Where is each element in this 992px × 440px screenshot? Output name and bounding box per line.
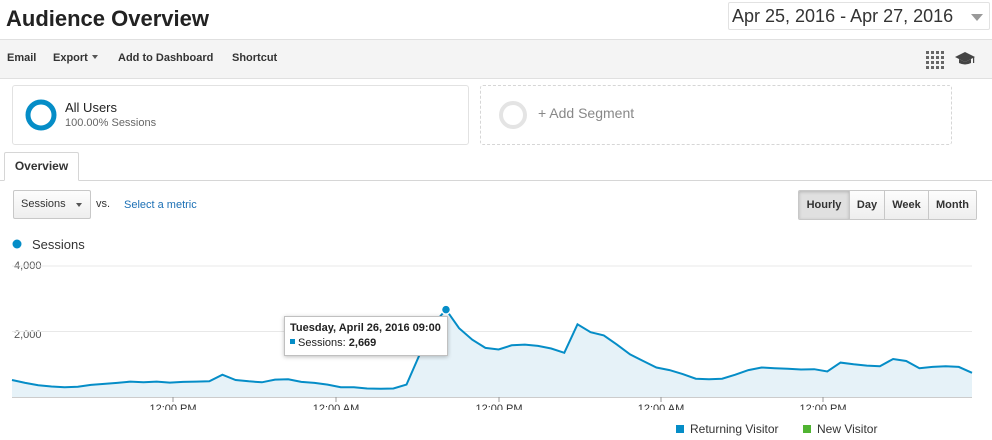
x-tick-label: 12:00 PM: [149, 403, 196, 410]
x-tick-label: 12:00 PM: [799, 403, 846, 410]
x-tick-label: 12:00 AM: [638, 403, 684, 410]
month-button[interactable]: Month: [928, 191, 976, 219]
report-toolbar: Email Export Add to Dashboard Shortcut: [0, 39, 992, 79]
returning-visitor-swatch: [676, 425, 684, 433]
caret-down-icon: [91, 55, 98, 59]
select-metric-link[interactable]: Select a metric: [124, 199, 197, 211]
returning-visitor-label: Returning Visitor: [690, 422, 779, 436]
x-axis-ticks: [172, 397, 824, 402]
tab-divider: [0, 180, 992, 181]
highlight-point: [440, 304, 452, 315]
segment-detail: 100.00% Sessions: [65, 117, 157, 129]
tooltip-series-swatch: [290, 339, 295, 344]
tab-overview[interactable]: Overview: [4, 152, 79, 181]
grid-icon[interactable]: [925, 50, 945, 75]
add-segment-label: + Add Segment: [538, 105, 635, 121]
add-segment-button[interactable]: + Add Segment: [480, 85, 952, 145]
chevron-down-icon: [971, 14, 983, 21]
week-button[interactable]: Week: [884, 191, 928, 219]
chart-tooltip: Tuesday, April 26, 2016 09:00 Sessions: …: [284, 316, 448, 356]
export-label: Export: [53, 52, 88, 64]
sessions-legend-dot: [12, 239, 22, 249]
segment-donut-icon: [25, 99, 57, 131]
x-axis-labels: 12:00 PM 12:00 AM 12:00 PM 12:00 AM 12:00 PM: [149, 403, 846, 410]
granularity-toggle: Hourly Day Week Month: [798, 190, 977, 220]
segment-all-users[interactable]: All Users 100.00% Sessions: [12, 85, 469, 145]
metric-dropdown[interactable]: Sessions: [13, 190, 91, 219]
shortcut-button[interactable]: Shortcut: [232, 52, 278, 64]
export-button[interactable]: Export: [53, 52, 98, 64]
metric-dropdown-label: Sessions: [21, 198, 66, 210]
add-to-dashboard-button[interactable]: Add to Dashboard: [118, 52, 214, 64]
tooltip-row: Sessions: 2,669: [290, 337, 442, 349]
sessions-area: [12, 309, 972, 397]
caret-down-icon: [76, 203, 82, 207]
chart-legend-label: Sessions: [32, 237, 85, 252]
x-tick-label: 12:00 AM: [313, 403, 359, 410]
new-visitor-label: New Visitor: [817, 422, 878, 436]
date-range-label: Apr 25, 2016 - Apr 27, 2016: [732, 6, 954, 26]
day-button[interactable]: Day: [849, 191, 884, 219]
tooltip-value: 2,669: [348, 337, 377, 349]
empty-segment-icon: [499, 101, 527, 129]
vs-label: vs.: [96, 198, 111, 210]
segment-name: All Users: [65, 100, 118, 115]
sessions-chart: 12:00 PM 12:00 AM 12:00 PM 12:00 AM 12:00 PM: [11, 265, 973, 410]
date-range-picker[interactable]: Apr 25, 2016 - Apr 27, 2016: [728, 2, 990, 30]
sessions-line: [11, 307, 973, 390]
x-tick-label: 12:00 PM: [475, 403, 522, 410]
page-title: Audience Overview: [6, 6, 209, 31]
email-button[interactable]: Email: [7, 52, 37, 64]
tooltip-title: Tuesday, April 26, 2016 09:00: [290, 322, 441, 334]
hourly-button[interactable]: Hourly: [799, 191, 849, 219]
graduation-cap-icon[interactable]: [954, 51, 976, 72]
new-visitor-swatch: [803, 425, 811, 433]
tooltip-series-label: Sessions:: [298, 337, 346, 349]
